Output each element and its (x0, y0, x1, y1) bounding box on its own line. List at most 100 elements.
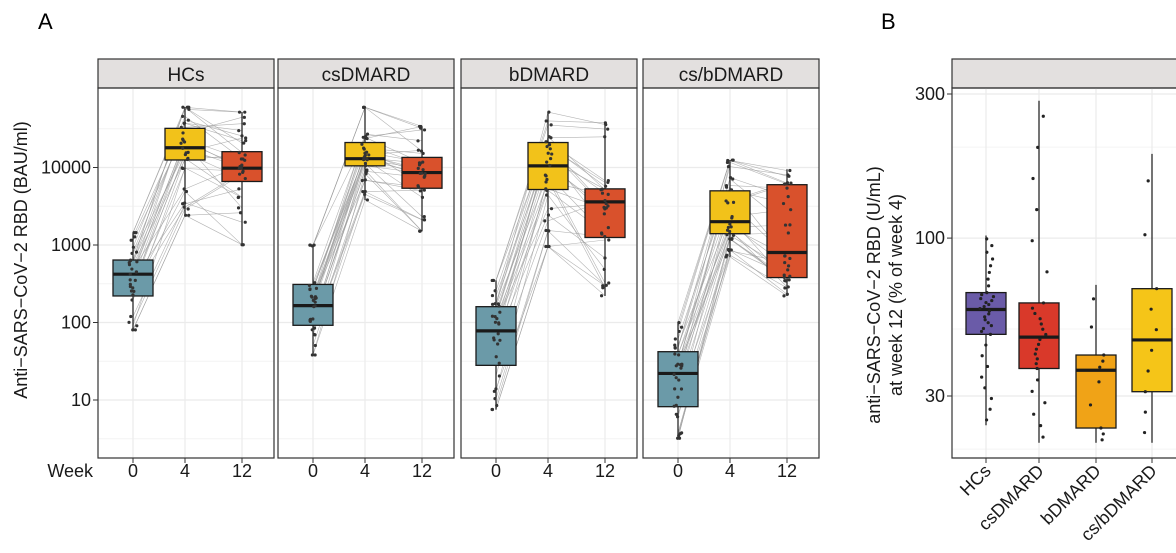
data-point (134, 231, 138, 235)
data-point (550, 152, 554, 156)
data-point (238, 172, 242, 176)
data-point (314, 286, 319, 290)
data-point (988, 407, 992, 411)
data-point (181, 105, 185, 109)
data-point (544, 180, 548, 184)
data-point (417, 124, 422, 129)
strip-label-hcs: HCs (168, 65, 205, 86)
data-point (607, 238, 611, 242)
data-point (676, 395, 680, 399)
data-point (1034, 347, 1038, 351)
data-point (675, 415, 680, 419)
data-point (985, 364, 990, 369)
data-point (130, 267, 134, 271)
data-point (422, 188, 426, 192)
data-point (981, 326, 986, 331)
data-point (184, 213, 188, 217)
data-point (495, 403, 499, 408)
data-point (604, 201, 608, 206)
data-point (367, 153, 371, 157)
data-point (1030, 306, 1035, 310)
data-point (784, 182, 788, 186)
data-point (728, 222, 732, 226)
data-point (307, 283, 312, 288)
data-point (677, 329, 681, 334)
data-point (182, 205, 186, 209)
data-point (1033, 311, 1037, 316)
data-point (1098, 365, 1102, 369)
data-point (313, 353, 317, 357)
data-point (788, 168, 792, 173)
data-point (186, 118, 190, 122)
data-point (543, 173, 547, 177)
data-point (544, 244, 548, 249)
data-point (238, 211, 243, 215)
data-point (416, 184, 420, 188)
data-point (1154, 328, 1158, 332)
data-point (312, 243, 316, 247)
data-point (1033, 352, 1037, 356)
data-point (729, 248, 733, 252)
data-point (128, 272, 132, 276)
x-tick-label-hcs: HCs (956, 461, 995, 500)
data-point (600, 232, 604, 236)
x-tick-label: 12 (412, 461, 432, 481)
data-point (1091, 297, 1096, 301)
data-point (680, 362, 684, 366)
facet-csdmard: csDMARD 0 4 12 (277, 58, 455, 481)
strip-panel-b (951, 58, 1176, 89)
data-point (987, 309, 991, 313)
facet-cs-bdmard: cs/bDMARD 0 4 12 (642, 58, 820, 481)
facet-bdmard: bDMARD 0 4 12 (460, 58, 638, 481)
data-point (130, 251, 134, 255)
data-point (602, 267, 606, 272)
data-point (1041, 435, 1045, 439)
data-point (607, 281, 611, 285)
data-point (548, 163, 552, 168)
x-tick-label: 0 (673, 461, 683, 481)
box-week-0 (475, 278, 517, 412)
x-tick-label: 12 (232, 461, 252, 481)
data-point (497, 322, 501, 326)
data-point (545, 160, 549, 164)
strip-hcs (97, 58, 275, 89)
data-point (421, 168, 425, 172)
data-point (313, 281, 317, 285)
data-point (603, 135, 607, 139)
data-point (362, 156, 366, 160)
data-point (726, 165, 731, 169)
x-tick-label: 12 (595, 461, 615, 481)
data-point (545, 193, 549, 197)
data-point (183, 152, 187, 157)
data-point (308, 319, 312, 323)
data-point (730, 215, 734, 219)
data-point (606, 179, 610, 183)
data-point (129, 314, 133, 319)
data-point (985, 237, 989, 241)
data-point (133, 278, 137, 282)
data-point (1035, 366, 1039, 371)
data-point (187, 107, 191, 111)
data-point (363, 161, 368, 166)
data-point (600, 191, 605, 195)
data-point (496, 342, 500, 346)
data-point (1143, 233, 1147, 237)
data-point (679, 387, 684, 391)
data-point (365, 198, 369, 202)
x-tick-label: 0 (491, 461, 501, 481)
data-point (492, 338, 496, 342)
panel-b-y-axis-title-line1: anti−SARS−CoV−2 RBD (U/mL) (864, 166, 884, 424)
data-point (989, 396, 994, 401)
data-point (1146, 179, 1150, 183)
data-point (496, 302, 500, 306)
data-point (1088, 403, 1093, 407)
data-point (237, 150, 241, 155)
data-point (494, 387, 498, 391)
data-point (131, 293, 135, 297)
data-point (983, 386, 987, 390)
data-point (416, 166, 420, 170)
x-tick-label: 4 (180, 461, 190, 481)
data-point (677, 321, 681, 325)
box-hcs (965, 235, 1007, 426)
data-point (676, 436, 680, 440)
